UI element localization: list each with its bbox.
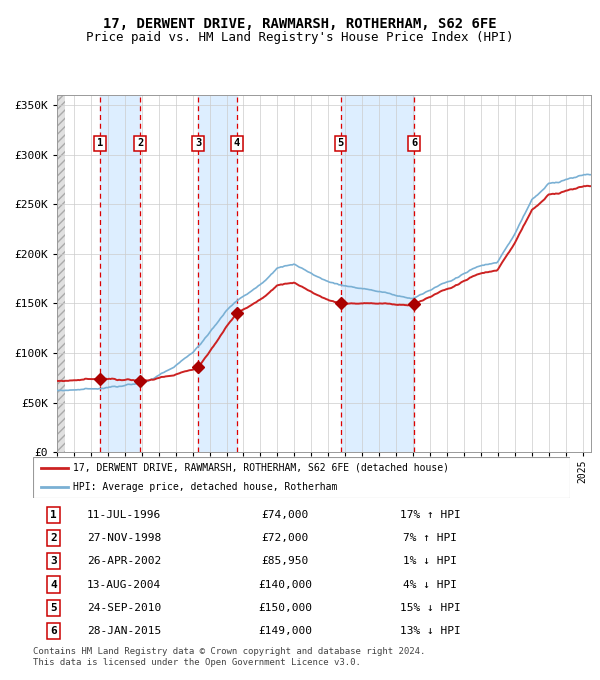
Text: 5: 5 bbox=[50, 602, 57, 613]
Text: 24-SEP-2010: 24-SEP-2010 bbox=[87, 602, 161, 613]
Text: 17, DERWENT DRIVE, RAWMARSH, ROTHERHAM, S62 6FE: 17, DERWENT DRIVE, RAWMARSH, ROTHERHAM, … bbox=[103, 17, 497, 31]
Text: 15% ↓ HPI: 15% ↓ HPI bbox=[400, 602, 461, 613]
Text: 4: 4 bbox=[50, 579, 57, 590]
Text: 6: 6 bbox=[411, 139, 418, 148]
Text: 1: 1 bbox=[97, 139, 103, 148]
Text: 1% ↓ HPI: 1% ↓ HPI bbox=[403, 556, 457, 566]
Text: 3: 3 bbox=[195, 139, 201, 148]
Text: 26-APR-2002: 26-APR-2002 bbox=[87, 556, 161, 566]
Text: 4% ↓ HPI: 4% ↓ HPI bbox=[403, 579, 457, 590]
Text: 2: 2 bbox=[137, 139, 143, 148]
Text: 27-NOV-1998: 27-NOV-1998 bbox=[87, 533, 161, 543]
Bar bbox=[57, 95, 65, 452]
Text: 11-JUL-1996: 11-JUL-1996 bbox=[87, 510, 161, 520]
Text: Contains HM Land Registry data © Crown copyright and database right 2024.
This d: Contains HM Land Registry data © Crown c… bbox=[33, 647, 425, 667]
Text: £74,000: £74,000 bbox=[262, 510, 309, 520]
Text: 2: 2 bbox=[50, 533, 57, 543]
Text: £149,000: £149,000 bbox=[259, 626, 313, 636]
Text: HPI: Average price, detached house, Rotherham: HPI: Average price, detached house, Roth… bbox=[73, 481, 338, 492]
Text: 7% ↑ HPI: 7% ↑ HPI bbox=[403, 533, 457, 543]
Text: £72,000: £72,000 bbox=[262, 533, 309, 543]
Text: 17% ↑ HPI: 17% ↑ HPI bbox=[400, 510, 461, 520]
FancyBboxPatch shape bbox=[33, 457, 570, 498]
Text: 13% ↓ HPI: 13% ↓ HPI bbox=[400, 626, 461, 636]
Text: 28-JAN-2015: 28-JAN-2015 bbox=[87, 626, 161, 636]
Text: Price paid vs. HM Land Registry's House Price Index (HPI): Price paid vs. HM Land Registry's House … bbox=[86, 31, 514, 44]
Bar bbox=[100, 95, 140, 452]
Text: 17, DERWENT DRIVE, RAWMARSH, ROTHERHAM, S62 6FE (detached house): 17, DERWENT DRIVE, RAWMARSH, ROTHERHAM, … bbox=[73, 463, 449, 473]
Text: 1: 1 bbox=[50, 510, 57, 520]
Text: 5: 5 bbox=[337, 139, 344, 148]
Text: 13-AUG-2004: 13-AUG-2004 bbox=[87, 579, 161, 590]
Text: £150,000: £150,000 bbox=[259, 602, 313, 613]
Text: 3: 3 bbox=[50, 556, 57, 566]
Text: 6: 6 bbox=[50, 626, 57, 636]
Bar bbox=[341, 95, 414, 452]
Text: £85,950: £85,950 bbox=[262, 556, 309, 566]
Bar bbox=[198, 95, 237, 452]
Text: £140,000: £140,000 bbox=[259, 579, 313, 590]
Text: 4: 4 bbox=[234, 139, 240, 148]
